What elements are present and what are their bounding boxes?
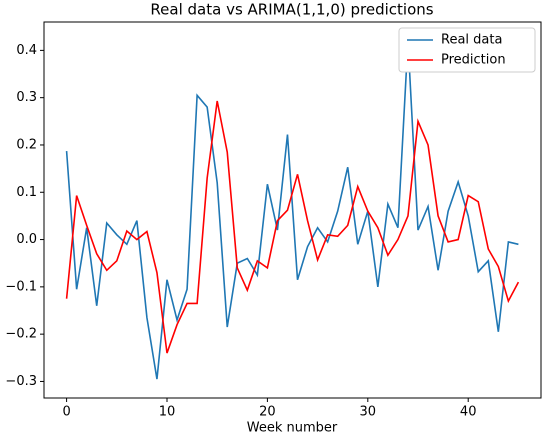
x-axis-label: Week number — [247, 421, 338, 436]
legend-label: Real data — [441, 33, 502, 48]
x-tick-label: 10 — [159, 405, 176, 420]
x-tick-label: 0 — [62, 405, 70, 420]
line-series — [65, 40, 519, 380]
y-tick-label: 0.0 — [16, 232, 37, 247]
y-tick-label: 0.2 — [16, 137, 37, 152]
y-tick-label: 0.4 — [16, 43, 37, 58]
plot-frame — [43, 21, 542, 399]
line-series — [65, 100, 520, 354]
y-tick-label: 0.1 — [16, 185, 37, 200]
legend-box — [398, 27, 536, 73]
y-tick-label: −0.2 — [5, 327, 37, 342]
x-tick-label: 30 — [360, 405, 377, 420]
legend-label: Prediction — [441, 53, 506, 68]
x-tick-label: 40 — [460, 405, 477, 420]
x-tick-label: 20 — [259, 405, 276, 420]
y-tick-label: −0.3 — [5, 374, 37, 389]
y-tick-label: −0.1 — [5, 279, 37, 294]
y-tick-label: 0.3 — [16, 90, 37, 105]
chart-title: Real data vs ARIMA(1,1,0) predictions — [150, 1, 433, 19]
